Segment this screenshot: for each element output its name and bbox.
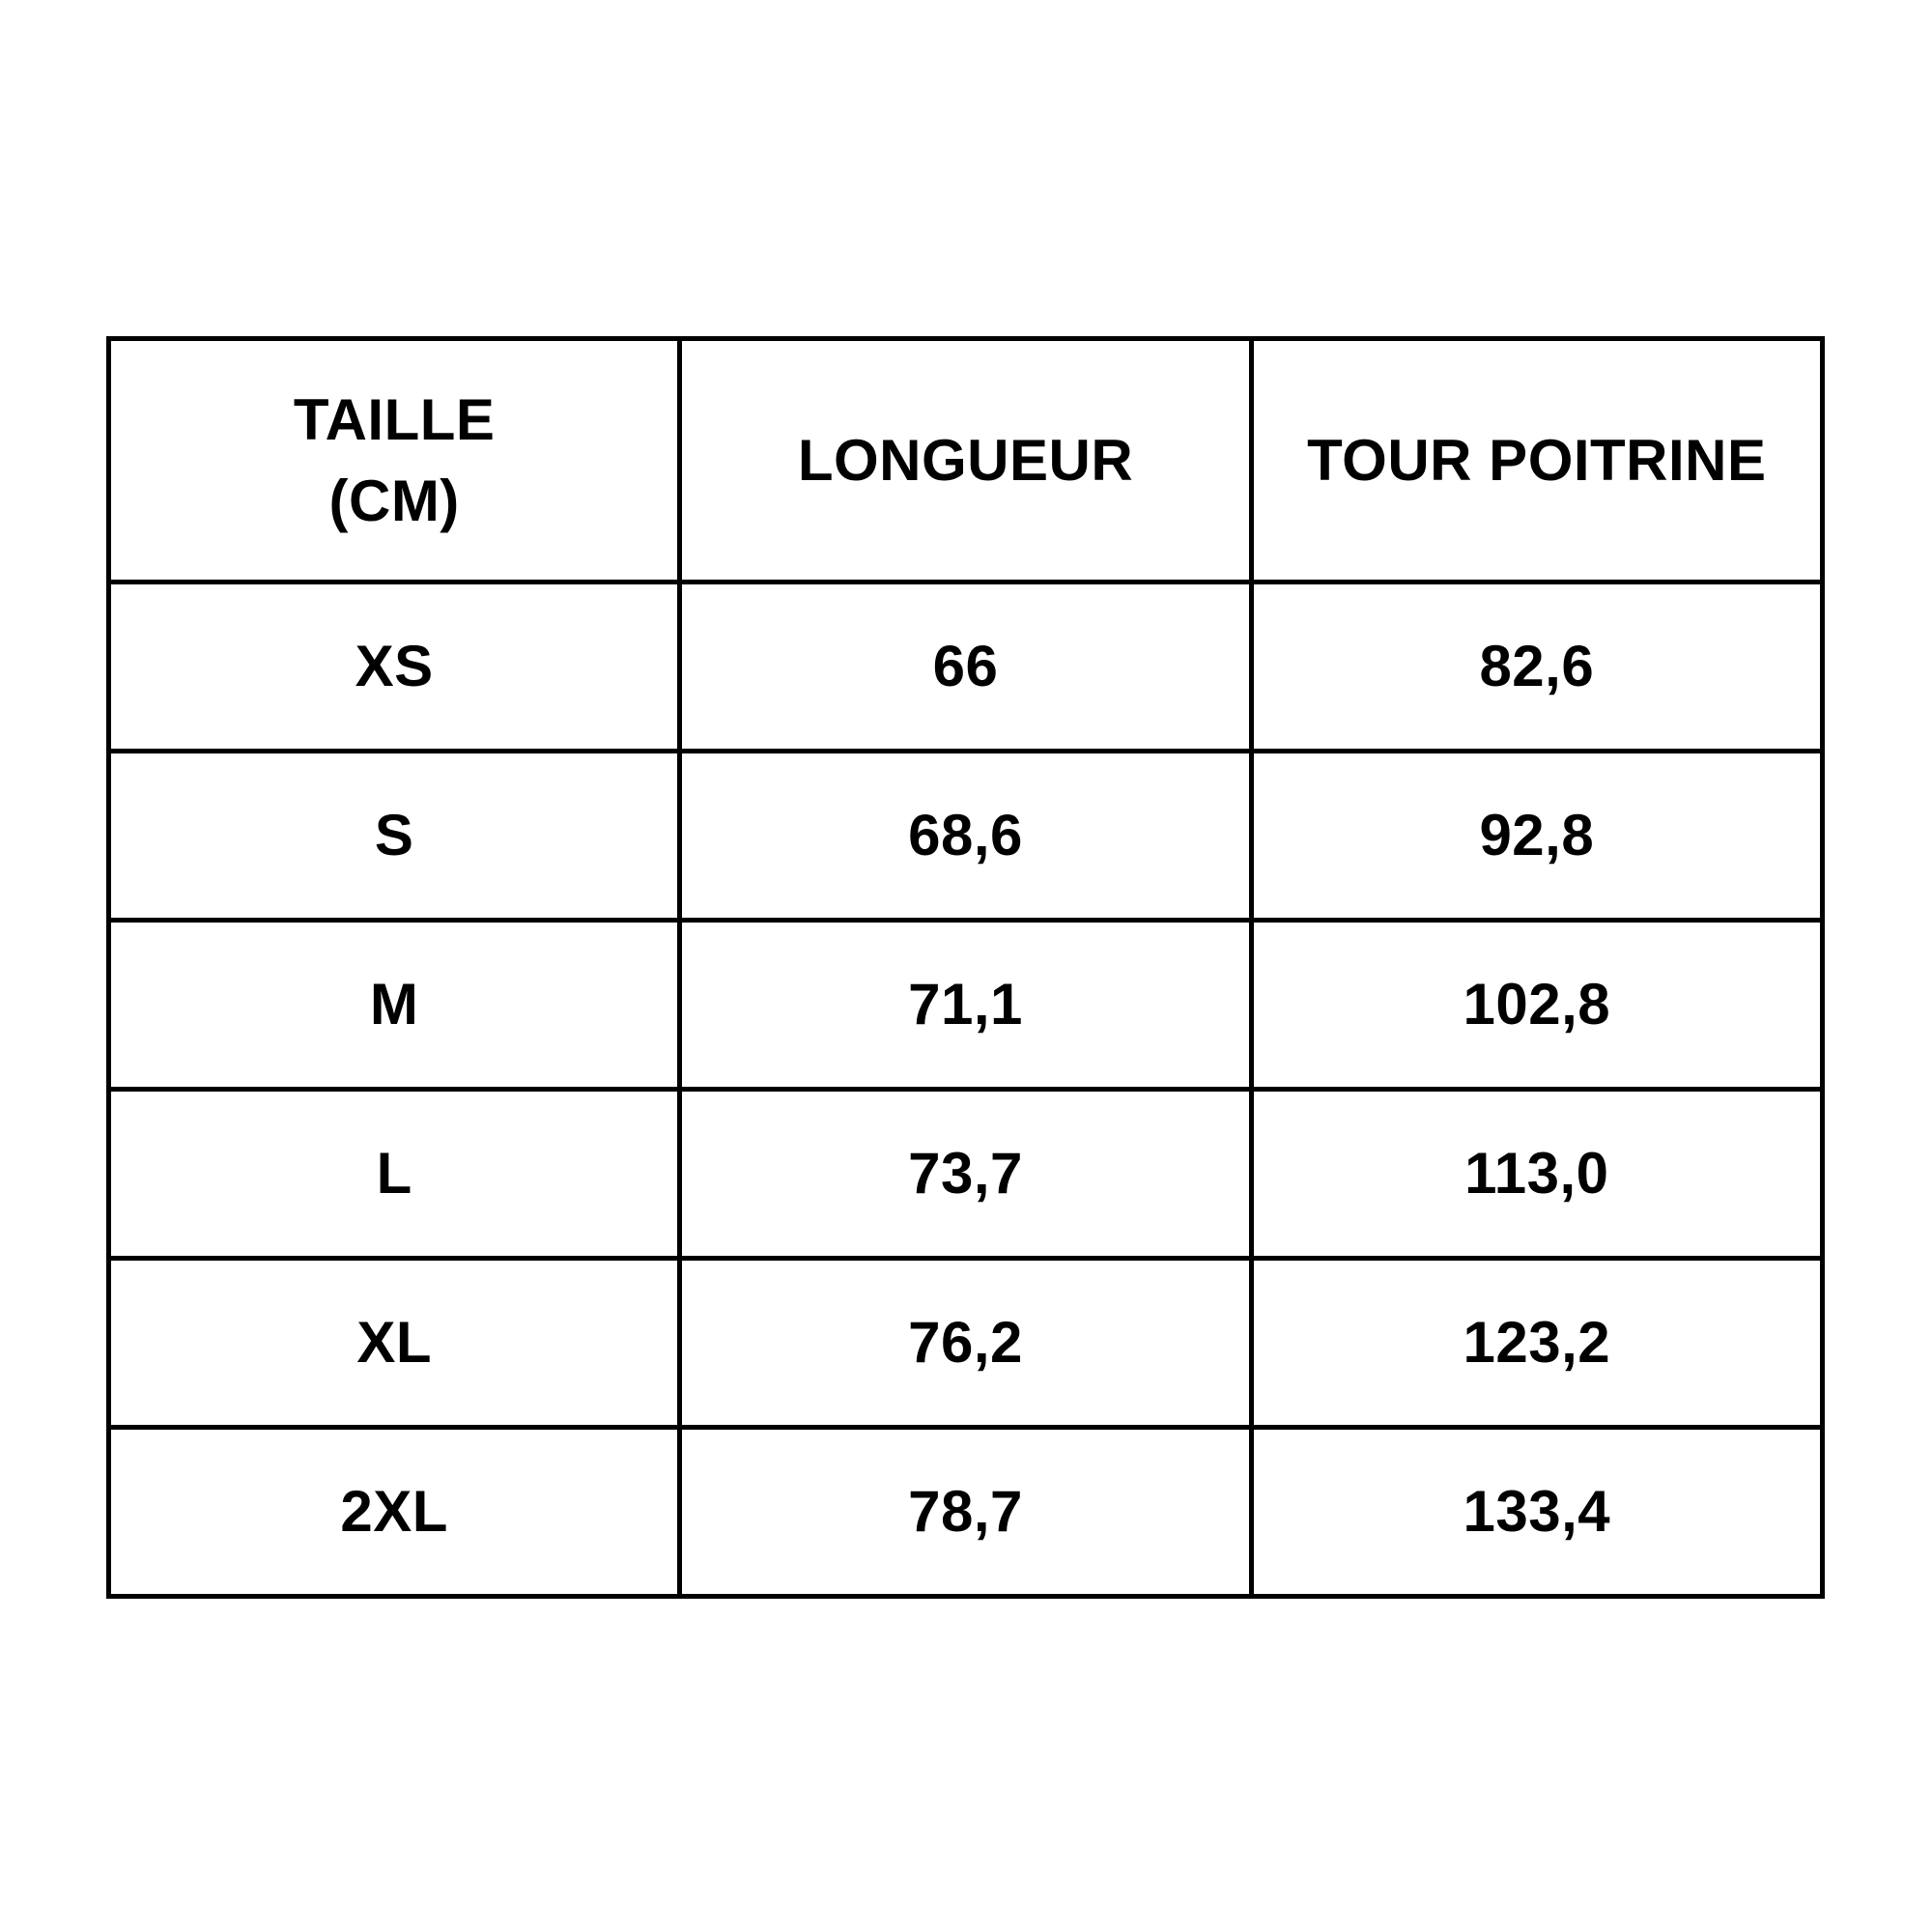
table-row: M 71,1 102,8 [105, 918, 1826, 1092]
length-cell: 71,1 [677, 918, 1254, 1092]
chest-cell: 113,0 [1248, 1087, 1826, 1261]
length-cell: 78,7 [677, 1425, 1254, 1599]
size-cell: L [105, 1087, 683, 1261]
size-chart-header: TAILLE (CM) LONGUEUR TOUR POITRINE [105, 336, 1826, 584]
table-row: L 73,7 113,0 [105, 1087, 1826, 1261]
size-cell: M [105, 918, 683, 1092]
chest-cell: 92,8 [1248, 749, 1826, 923]
length-cell: 76,2 [677, 1256, 1254, 1430]
chest-cell: 82,6 [1248, 580, 1826, 753]
header-cell-chest: TOUR POITRINE [1248, 336, 1826, 584]
chest-cell: 102,8 [1248, 918, 1826, 1092]
length-cell: 68,6 [677, 749, 1254, 923]
table-row: XS 66 82,6 [105, 580, 1826, 753]
length-cell: 73,7 [677, 1087, 1254, 1261]
size-cell: XS [105, 580, 683, 753]
chest-cell: 133,4 [1248, 1425, 1826, 1599]
size-chart-table: TAILLE (CM) LONGUEUR TOUR POITRINE XS 66… [105, 336, 1826, 1599]
size-cell: 2XL [105, 1425, 683, 1599]
size-cell: XL [105, 1256, 683, 1430]
chest-cell: 123,2 [1248, 1256, 1826, 1430]
header-row: TAILLE (CM) LONGUEUR TOUR POITRINE [105, 336, 1826, 584]
header-cell-length: LONGUEUR [677, 336, 1254, 584]
size-chart-body: XS 66 82,6 S 68,6 92,8 M 71,1 102,8 L 73… [105, 580, 1826, 1599]
header-cell-size: TAILLE (CM) [105, 336, 683, 584]
table-row: XL 76,2 123,2 [105, 1256, 1826, 1430]
size-cell: S [105, 749, 683, 923]
table-row: S 68,6 92,8 [105, 749, 1826, 923]
table-row: 2XL 78,7 133,4 [105, 1425, 1826, 1599]
length-cell: 66 [677, 580, 1254, 753]
